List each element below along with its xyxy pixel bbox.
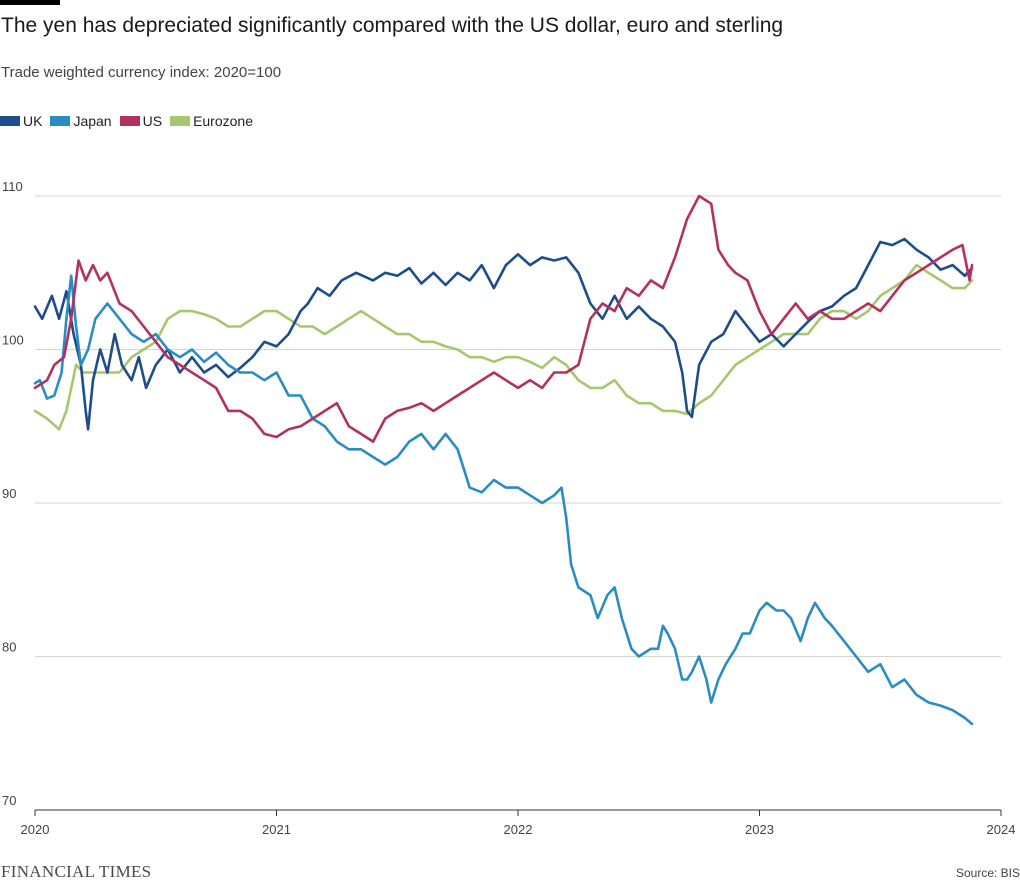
legend-item-japan: Japan (50, 113, 112, 129)
legend-label-us: US (142, 113, 163, 129)
y-tick-label-100: 100 (2, 333, 24, 348)
x-tick-label-2024: 2024 (987, 822, 1016, 837)
chart-subtitle: Trade weighted currency index: 2020=100 (1, 64, 282, 81)
y-tick-label-110: 110 (2, 179, 23, 194)
y-tick-label-90: 90 (2, 486, 16, 501)
series-line-uk (33, 237, 974, 431)
legend-swatch-uk (0, 116, 20, 126)
chart-legend: UK Japan US Eurozone (0, 113, 261, 129)
x-tick-label-2020: 2020 (21, 822, 50, 837)
legend-label-uk: UK (23, 113, 43, 129)
legend-label-eurozone: Eurozone (193, 113, 253, 129)
series-line-eurozone (33, 263, 974, 431)
legend-item-us: US (119, 113, 163, 129)
source-note: Source: BIS (955, 866, 1020, 880)
ft-accent-bar (0, 0, 60, 5)
legend-swatch-us (119, 116, 140, 126)
x-tick-label-2021: 2021 (262, 822, 291, 837)
x-tick-label-2023: 2023 (745, 822, 774, 837)
ft-logo: FINANCIAL TIMES (1, 862, 152, 881)
legend-item-eurozone: Eurozone (170, 113, 253, 129)
legend-swatch-eurozone (170, 116, 191, 126)
legend-label-japan: Japan (73, 113, 112, 129)
series-line-japan (33, 274, 974, 726)
series-line-us (33, 194, 974, 443)
y-tick-label-80: 80 (2, 640, 16, 655)
y-tick-label-70: 70 (2, 793, 16, 808)
x-tick-label-2022: 2022 (504, 822, 533, 837)
legend-swatch-japan (50, 116, 71, 126)
legend-item-uk: UK (0, 113, 42, 129)
chart-title: The yen has depreciated significantly co… (1, 14, 784, 37)
